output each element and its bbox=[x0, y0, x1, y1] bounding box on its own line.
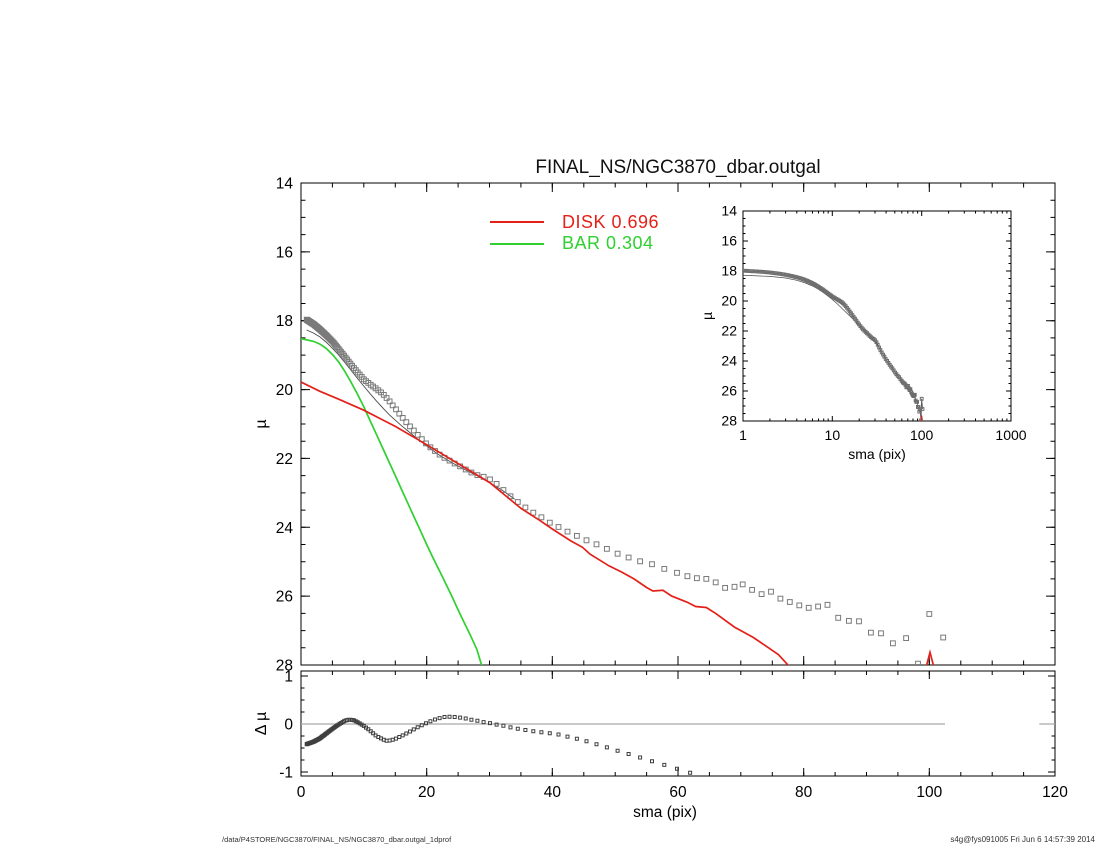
residual-x-tick-label: 120 bbox=[1042, 784, 1068, 801]
main-y-tick-label: 18 bbox=[276, 313, 293, 330]
inset-y-tick-label: 20 bbox=[721, 293, 737, 309]
residual-y-axis-title: Δ µ bbox=[253, 712, 270, 735]
residual-x-tick-label: 80 bbox=[795, 784, 813, 801]
residual-x-tick-label: 100 bbox=[916, 784, 942, 801]
inset-y-tick-label: 28 bbox=[721, 413, 737, 429]
inset-y-tick-label: 14 bbox=[721, 203, 737, 219]
inset-x-minor-ticks bbox=[769, 211, 1008, 421]
legend-disk-label: DISK 0.696 bbox=[562, 212, 660, 232]
main-y-tick-label: 16 bbox=[276, 244, 293, 261]
inset-x-tick-label: 10 bbox=[825, 427, 841, 443]
main-x-minor-ticks bbox=[300, 183, 1056, 665]
inset-data-layer bbox=[743, 268, 925, 421]
inset-x-axis-title: sma (pix) bbox=[848, 446, 906, 462]
legend-bar-label: BAR 0.304 bbox=[562, 233, 654, 253]
observed-points bbox=[303, 316, 947, 665]
main-y-tick-label: 24 bbox=[276, 520, 294, 537]
main-y-axis-title: µ bbox=[253, 419, 270, 428]
inset-y-tick-label: 16 bbox=[721, 233, 737, 249]
main-y-tick-label: 20 bbox=[276, 382, 294, 399]
main-y-tick-label: 14 bbox=[276, 176, 294, 193]
inset-y-tick-label: 18 bbox=[721, 263, 737, 279]
residual-x-tick-label: 0 bbox=[297, 784, 306, 801]
residual-x-tick-label: 60 bbox=[669, 784, 687, 801]
main-y-tick-label: 28 bbox=[276, 658, 293, 675]
inset-y-minor-ticks bbox=[743, 210, 1011, 422]
inset-observed-points bbox=[743, 268, 925, 421]
user-timestamp: s4g@fys091005 Fri Jun 6 14:57:39 2014 bbox=[950, 835, 1095, 844]
residual-data-layer bbox=[301, 714, 1055, 775]
residual-x-axis-title: sma (pix) bbox=[633, 804, 697, 821]
main-y-tick-label: 26 bbox=[276, 589, 293, 606]
inset-plot-frame bbox=[742, 210, 1012, 422]
inset-disk-spike bbox=[920, 415, 923, 421]
disk-spike bbox=[925, 648, 935, 665]
inset-x-tick-label: 1 bbox=[739, 427, 747, 443]
main-y-minor-ticks bbox=[301, 182, 1055, 666]
residual-x-tick-label: 20 bbox=[418, 784, 436, 801]
residual-y-tick-label: 1 bbox=[284, 669, 293, 686]
inset-x-tick-label: 100 bbox=[910, 427, 934, 443]
legend-disk-swatch bbox=[490, 221, 544, 223]
disk-line bbox=[301, 381, 790, 665]
main-x-major-ticks bbox=[300, 183, 1056, 665]
legend-bar-swatch bbox=[490, 242, 544, 245]
inset-x-tick-label: 1000 bbox=[995, 427, 1026, 443]
main-y-major-ticks bbox=[301, 182, 1055, 666]
main-plot-frame bbox=[300, 182, 1056, 666]
inset-y-axis-title: µ bbox=[699, 312, 715, 320]
main-data-layer bbox=[301, 316, 947, 665]
inset-y-tick-label: 26 bbox=[721, 383, 737, 399]
inset-y-tick-label: 22 bbox=[721, 323, 737, 339]
bar-line bbox=[301, 337, 483, 665]
inset-y-major-ticks bbox=[743, 210, 1011, 422]
model-total-line bbox=[306, 329, 515, 500]
inset-y-tick-label: 24 bbox=[721, 353, 737, 369]
output-file-path: /data/P4STORE/NGC3870/FINAL_NS/NGC3870_d… bbox=[222, 835, 452, 844]
inset-x-major-ticks bbox=[742, 211, 1012, 421]
residual-y-tick-label: -1 bbox=[279, 765, 293, 782]
inset-model-line bbox=[743, 274, 881, 349]
residual-x-tick-label: 40 bbox=[544, 784, 562, 801]
main-y-tick-label: 22 bbox=[276, 451, 293, 468]
residual-points bbox=[304, 714, 693, 775]
page-title: FINAL_NS/NGC3870_dbar.outgal bbox=[535, 157, 821, 178]
residual-y-tick-label: 0 bbox=[284, 717, 293, 734]
